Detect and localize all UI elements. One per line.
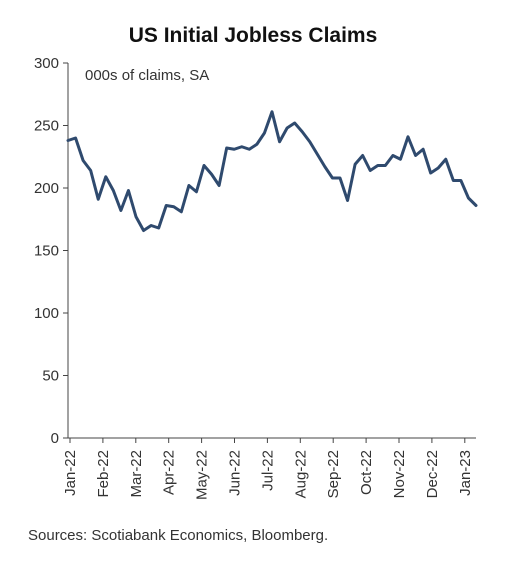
x-tick-label: May-22: [194, 450, 211, 500]
y-tick-label: 0: [51, 430, 59, 447]
y-axis-ticks: 0 50 100 150 200 250 300: [34, 55, 68, 447]
y-tick-label: 300: [34, 55, 59, 72]
x-tick-label: Dec-22: [424, 450, 441, 498]
x-axis-ticks: Jan-22 Feb-22 Mar-22 Apr-22 May-22 Jun-22 Jul-…: [62, 438, 474, 500]
data-points: [67, 111, 477, 231]
x-tick-label: Feb-22: [95, 450, 112, 498]
y-tick-label: 150: [34, 243, 59, 260]
y-tick-label: 200: [34, 180, 59, 197]
x-tick-label: Aug-22: [292, 450, 309, 498]
chart-title: US Initial Jobless Claims: [129, 24, 378, 47]
x-tick-label: Jan-23: [457, 450, 474, 496]
x-tick-label: Nov-22: [391, 450, 408, 498]
y-tick-label: 50: [42, 368, 59, 385]
x-tick-label: Sep-22: [325, 450, 342, 498]
y-tick-label: 100: [34, 305, 59, 322]
x-tick-label: Jul-22: [259, 450, 276, 491]
units-annotation: 000s of claims, SA: [85, 67, 209, 84]
x-tick-label: Oct-22: [358, 450, 375, 495]
x-tick-label: Jun-22: [227, 450, 244, 496]
series-line: [66, 110, 478, 232]
x-tick-label: Apr-22: [161, 450, 178, 495]
x-tick-label: Jan-22: [62, 450, 79, 496]
y-tick-label: 250: [34, 118, 59, 135]
plot-area: 0 50 100 150 200 250 300 Jan-22 Feb-22 Mar-22 Apr…: [34, 55, 478, 500]
x-tick-label: Mar-22: [128, 450, 145, 498]
source-note: Sources: Scotiabank Economics, Bloomberg…: [28, 527, 328, 544]
